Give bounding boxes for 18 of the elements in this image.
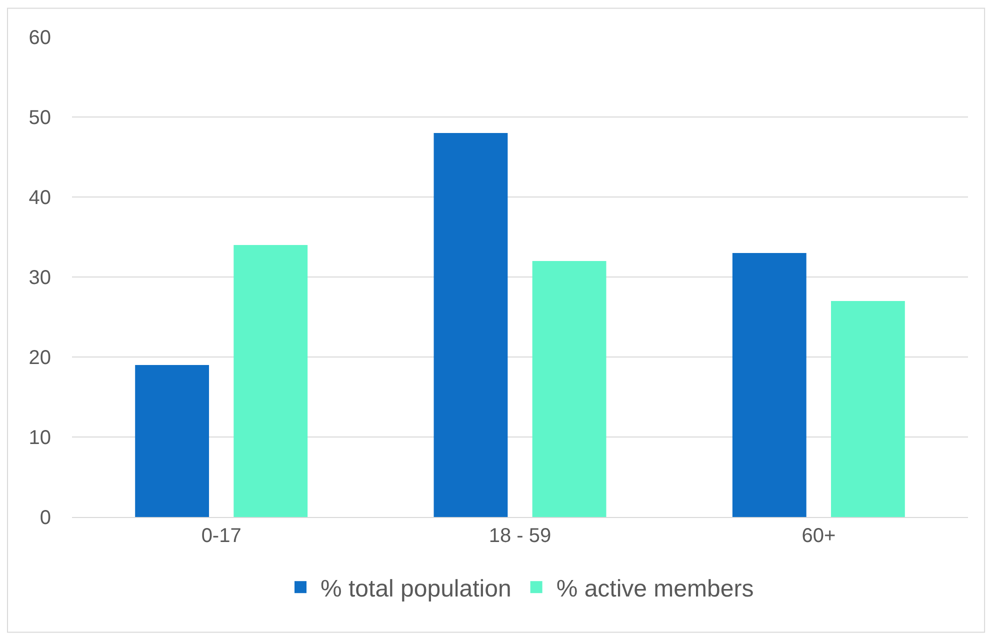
- bar: [830, 301, 905, 517]
- y-tick-label: 0: [40, 507, 51, 529]
- legend-label: % total population: [320, 575, 512, 602]
- bar: [732, 253, 806, 517]
- y-tick-label: 30: [28, 267, 51, 289]
- y-tick-label: 50: [28, 107, 51, 129]
- bar: [532, 261, 606, 517]
- y-tick-label: 20: [28, 347, 51, 369]
- bar: [234, 245, 308, 517]
- x-tick-label: 18 - 59: [488, 525, 552, 547]
- y-tick-label: 10: [28, 427, 51, 449]
- bar: [434, 133, 508, 517]
- legend-label: % active members: [556, 575, 754, 602]
- bar: [135, 365, 210, 517]
- x-tick-label: 60+: [802, 525, 836, 547]
- y-tick-label: 60: [28, 27, 51, 49]
- x-tick-label: 0-17: [201, 525, 242, 547]
- y-tick-label: 40: [28, 187, 51, 209]
